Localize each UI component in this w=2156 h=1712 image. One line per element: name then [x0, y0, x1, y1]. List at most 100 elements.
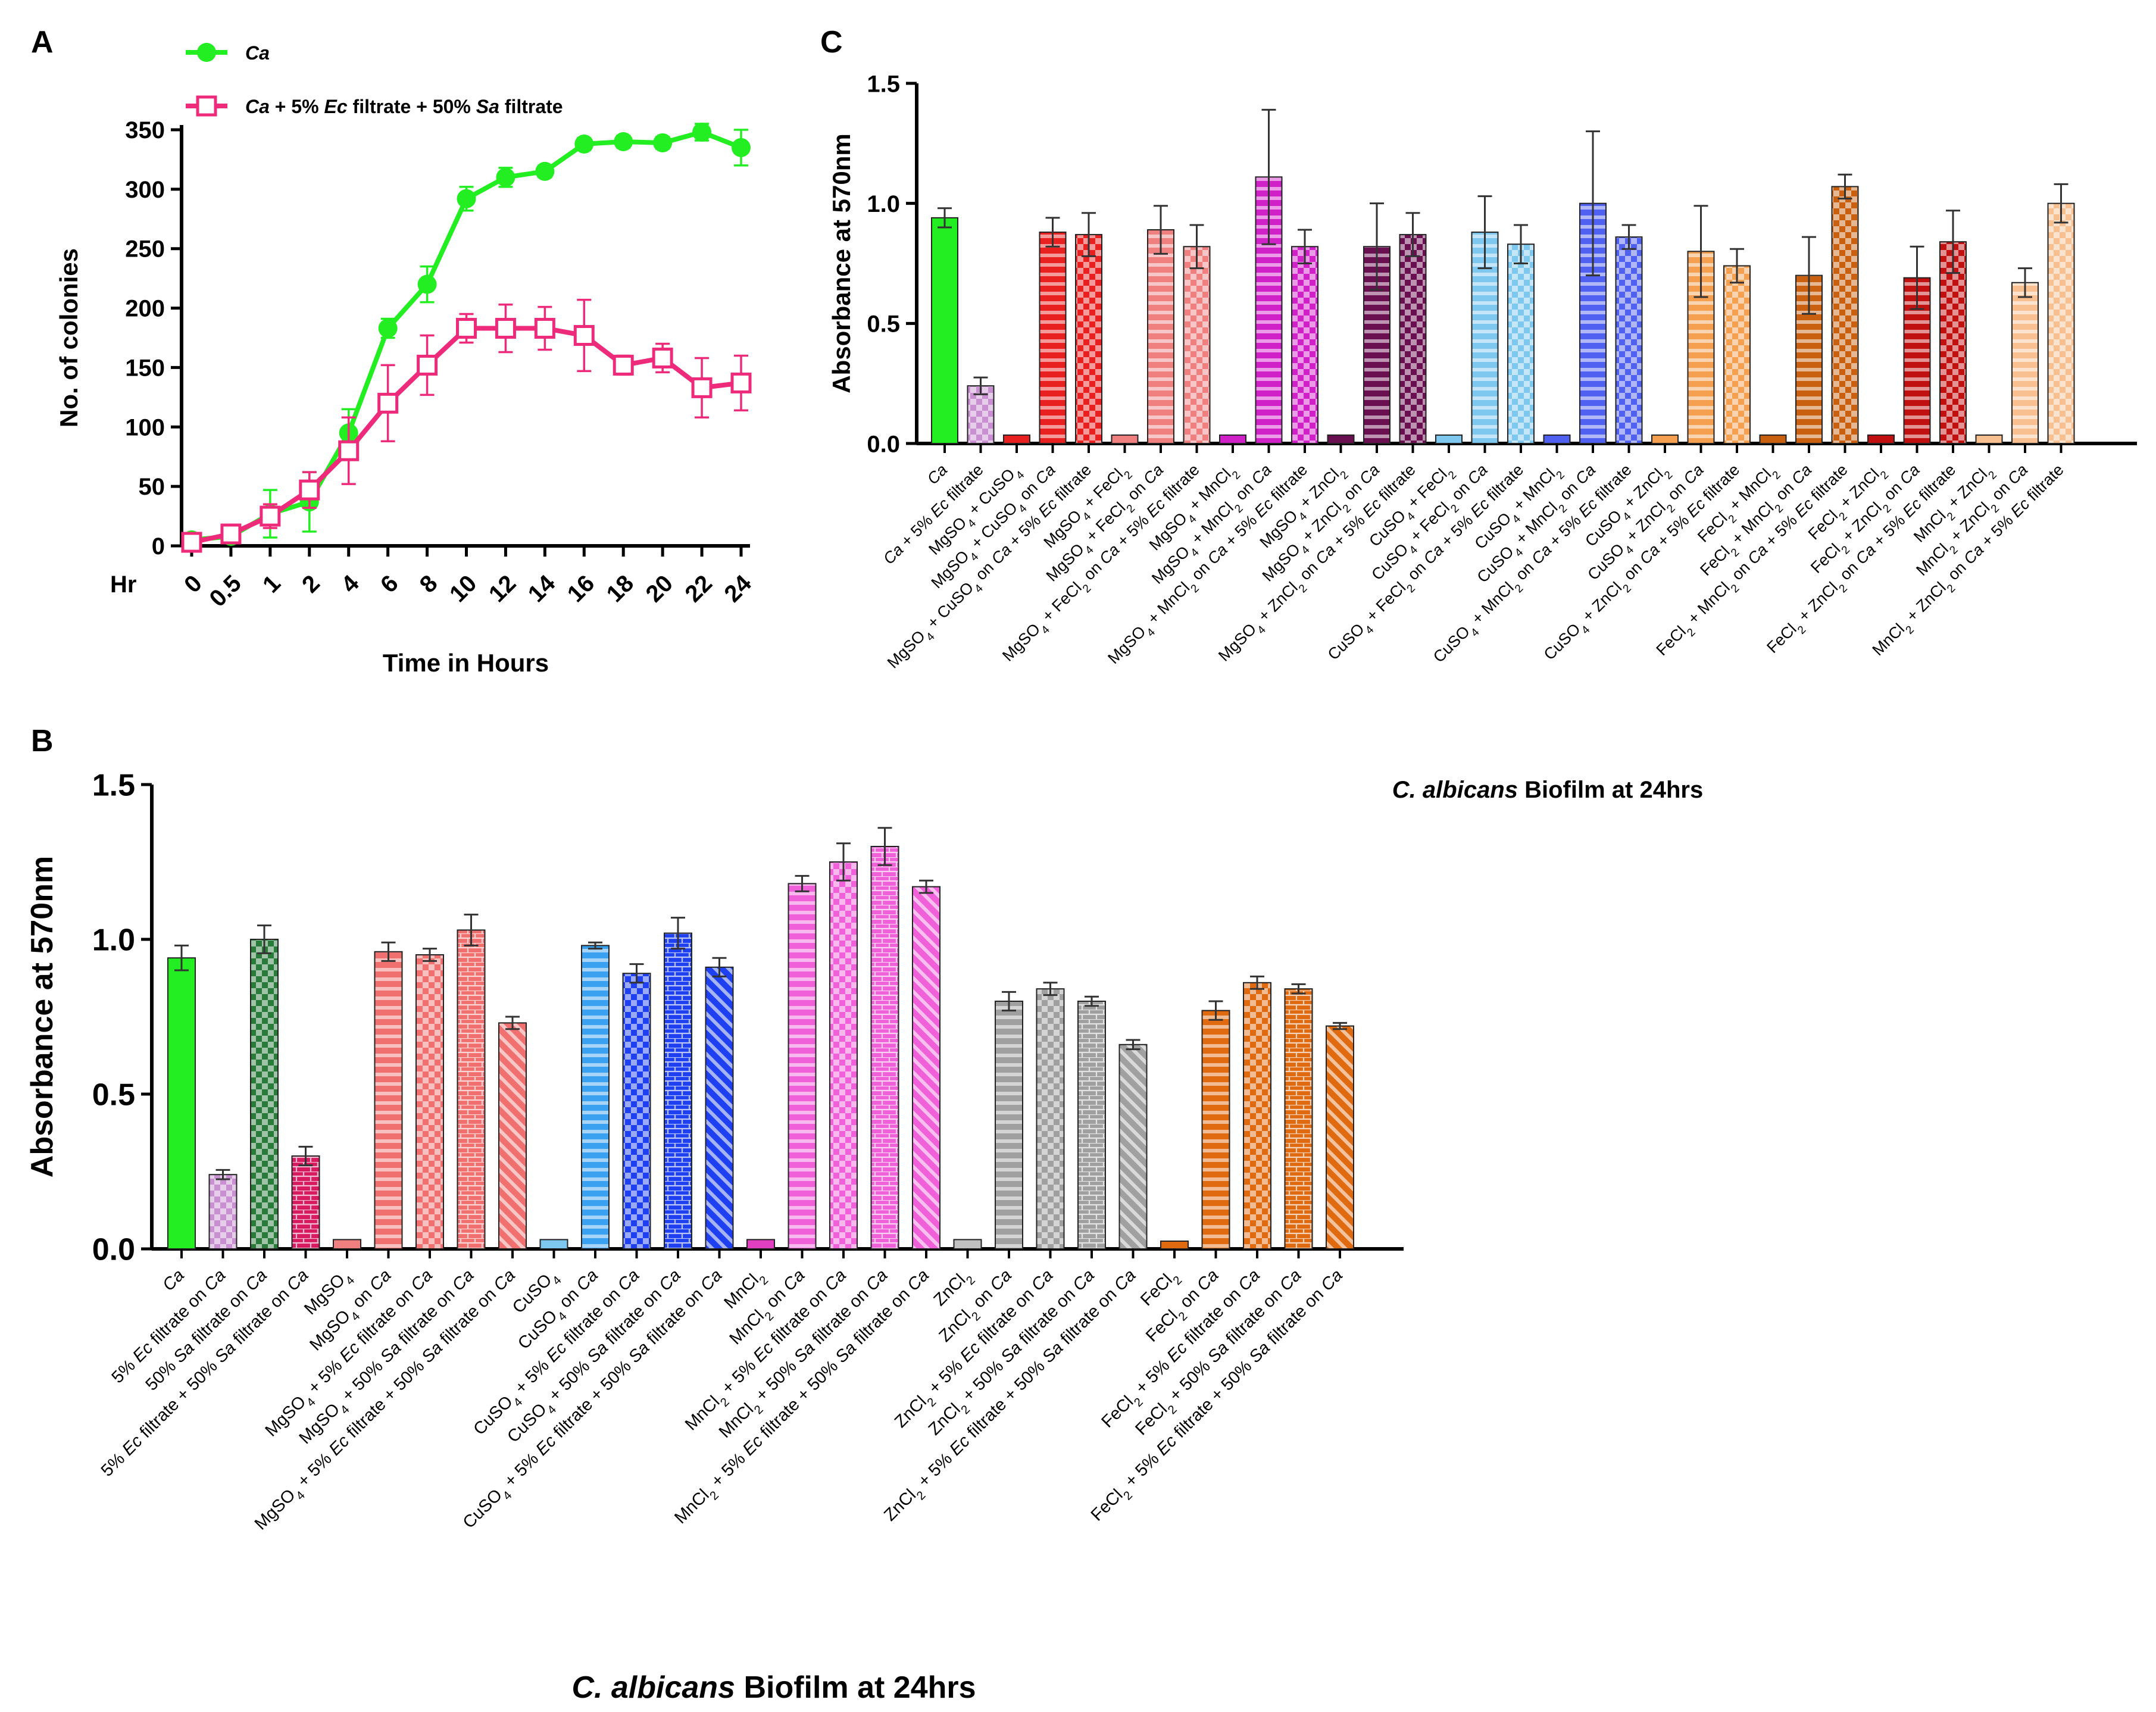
y-tick-label: 0: [152, 533, 165, 560]
x-tick-label: Ca: [924, 461, 951, 488]
bar: [291, 1155, 320, 1249]
bar: [333, 1239, 361, 1249]
bar: [1183, 246, 1211, 444]
data-point: [691, 377, 713, 398]
bar: [2011, 282, 2039, 444]
data-point: [613, 354, 634, 376]
bar: [1003, 434, 1030, 445]
y-tick-label: 1.0: [92, 923, 135, 958]
data-point: [496, 167, 515, 187]
bar: [870, 846, 899, 1249]
error-bar: [1693, 205, 1708, 298]
error-bar: [1126, 1039, 1141, 1051]
bar: [829, 861, 858, 1249]
y-tick-label: 1.5: [867, 71, 900, 97]
y-tick-label: 300: [125, 177, 165, 203]
panel-label-b: B: [31, 724, 54, 758]
bar: [1291, 246, 1318, 444]
bar: [1939, 241, 1967, 444]
bar-group: Ca: [159, 944, 196, 1295]
bar: [1284, 988, 1313, 1249]
y-tick-label: 150: [125, 355, 165, 381]
bar: [1077, 1001, 1106, 1249]
bar: [1243, 982, 1271, 1250]
bar: [1651, 434, 1679, 445]
bar: [746, 1239, 775, 1249]
y-tick-label: 0.0: [92, 1233, 135, 1267]
bar: [1201, 1010, 1230, 1249]
bar: [1543, 434, 1571, 445]
x-tick-label: 16: [563, 570, 600, 608]
error-bar: [1730, 248, 1744, 284]
data-point: [457, 189, 476, 208]
data-point: [730, 372, 752, 393]
y-tick-label: 50: [139, 474, 165, 500]
data-point: [495, 318, 516, 339]
error-bar: [1045, 217, 1060, 248]
data-point: [417, 274, 437, 294]
bar: [912, 886, 940, 1249]
bar: [250, 939, 279, 1249]
bar: [1615, 236, 1643, 444]
x-tick-label: 4: [336, 570, 364, 598]
error-bar: [215, 1169, 230, 1180]
panel-b-bar-chart: 0.0 0.5 1.0 1.5 Absorbance at 570nm Ca5% Ec f…: [25, 768, 1404, 1705]
bar: [539, 1239, 568, 1249]
error-bar: [1514, 224, 1528, 264]
bar: [1327, 434, 1355, 445]
y-tick-label: 0.5: [92, 1078, 135, 1113]
data-point: [652, 347, 673, 368]
x-tick-label: 24: [719, 570, 757, 607]
error-bar: [1838, 173, 1852, 200]
error-bar: [423, 948, 437, 962]
chart-title: C. albicans Biofilm at 24hrs: [1392, 777, 1703, 803]
error-bar: [1291, 983, 1306, 995]
error-bar: [712, 957, 727, 977]
error-bar: [464, 913, 479, 946]
x-tick-label: 0.5: [205, 570, 246, 612]
error-bar: [836, 842, 851, 882]
error-bar: [2018, 267, 2032, 298]
data-point: [220, 523, 242, 545]
error-bar: [174, 944, 189, 971]
y-tick-label: 250: [125, 236, 165, 263]
error-bar: [919, 879, 933, 894]
bar: [1219, 434, 1246, 445]
bar: [931, 217, 958, 444]
error-bar: [1477, 195, 1492, 270]
data-point: [534, 318, 555, 339]
data-point: [574, 134, 594, 154]
x-tick-label: 14: [523, 570, 561, 607]
x-tick-label: 22: [680, 570, 718, 608]
panel-label-c: C: [820, 25, 843, 60]
bar: [374, 951, 403, 1250]
error-bar: [1250, 975, 1264, 990]
error-bar: [1370, 202, 1384, 291]
error-bar: [1208, 1000, 1223, 1021]
bar: [1111, 434, 1139, 445]
error-bar: [1586, 130, 1600, 277]
bar: [1723, 265, 1751, 444]
y-tick-label: 1.0: [867, 191, 900, 217]
legend-label: Ca + 5% Ec filtrate + 50% Sa filtrate: [245, 96, 563, 117]
bar: [1075, 234, 1102, 444]
error-bar: [1043, 982, 1058, 996]
error-bar: [877, 827, 892, 866]
error-bar: [1910, 245, 1924, 310]
data-point: [299, 479, 320, 501]
y-tick-label: 350: [125, 117, 165, 143]
data-point: [338, 440, 360, 461]
error-bar: [1298, 229, 1312, 264]
bar: [2047, 202, 2075, 444]
data-point: [573, 325, 595, 346]
error-bar: [1189, 224, 1204, 270]
bar: [1831, 186, 1859, 444]
bar: [953, 1239, 982, 1249]
bar: [664, 932, 692, 1249]
error-bar: [381, 941, 396, 962]
x-tick-label: 0: [179, 570, 207, 598]
x-tick-label: CuSO4: [509, 1266, 564, 1321]
error-bar: [298, 1145, 313, 1167]
